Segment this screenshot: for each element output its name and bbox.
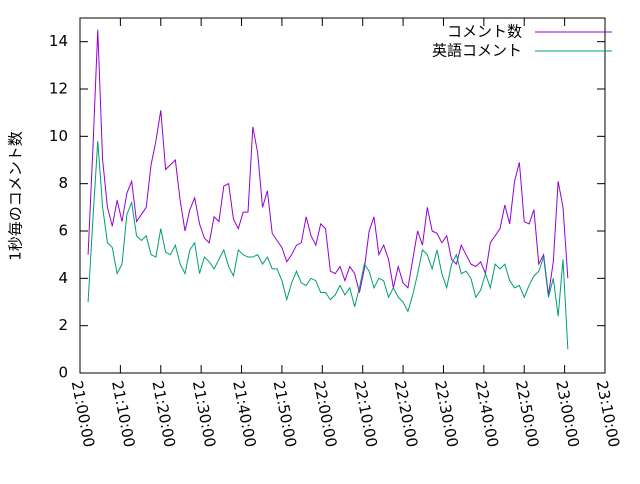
x-tick-label: 21:40:00 — [229, 379, 260, 449]
x-tick-label: 23:00:00 — [552, 379, 583, 449]
y-tick-label: 8 — [58, 174, 68, 192]
y-tick-label: 4 — [58, 269, 68, 287]
y-tick-label: 2 — [58, 316, 68, 334]
legend-label: コメント数 — [447, 23, 522, 41]
data-line — [87, 29, 569, 295]
x-tick-label: 22:10:00 — [350, 379, 381, 449]
x-tick-label: 22:30:00 — [431, 379, 462, 449]
x-tick-label: 22:40:00 — [472, 379, 503, 449]
y-tick-label: 12 — [49, 80, 68, 98]
data-line — [87, 141, 569, 350]
x-tick-label: 21:30:00 — [189, 379, 220, 449]
x-tick-label: 23:10:00 — [593, 379, 624, 449]
x-tick-label: 21:20:00 — [148, 379, 179, 449]
x-tick-label: 22:00:00 — [310, 379, 341, 449]
x-tick-label: 22:50:00 — [512, 379, 543, 449]
y-axis-label: 1秒毎のコメント数 — [7, 131, 25, 261]
x-tick-label: 22:20:00 — [391, 379, 422, 449]
y-tick-label: 0 — [58, 364, 68, 382]
x-tick-label: 21:00:00 — [68, 379, 99, 449]
y-tick-label: 10 — [49, 127, 68, 145]
legend-label: 英語コメント — [432, 42, 522, 60]
x-tick-label: 21:50:00 — [270, 379, 301, 449]
y-tick-label: 14 — [49, 32, 68, 50]
x-tick-label: 21:10:00 — [108, 379, 139, 449]
y-tick-label: 6 — [58, 222, 68, 240]
plot-frame — [79, 17, 606, 374]
